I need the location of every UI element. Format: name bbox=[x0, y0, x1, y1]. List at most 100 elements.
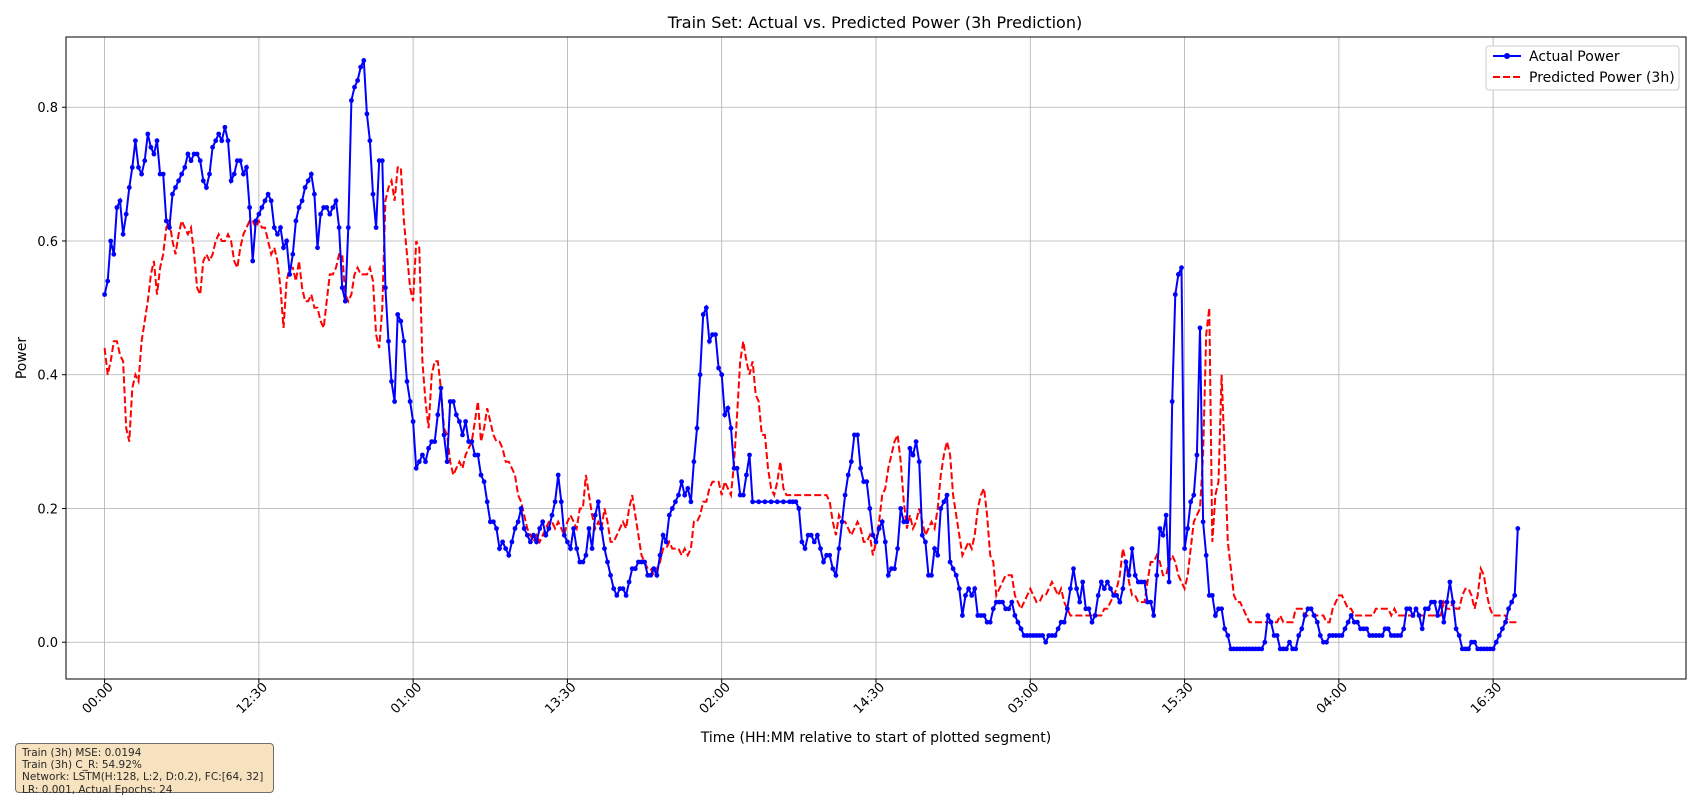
data-point-actual-power bbox=[315, 245, 320, 251]
data-point-actual-power bbox=[1009, 599, 1015, 605]
data-point-actual-power bbox=[108, 238, 114, 244]
data-point-actual-power bbox=[364, 111, 370, 117]
data-point-actual-power bbox=[1080, 579, 1086, 585]
data-point-actual-power bbox=[842, 492, 848, 498]
data-point-actual-power bbox=[336, 225, 342, 231]
data-point-actual-power bbox=[969, 593, 975, 598]
data-point-actual-power bbox=[1225, 633, 1231, 638]
data-point-actual-power bbox=[1209, 593, 1215, 598]
data-point-actual-power bbox=[518, 506, 524, 511]
data-point-actual-power bbox=[1432, 599, 1437, 605]
data-point-actual-power bbox=[278, 225, 283, 231]
data-point-actual-power bbox=[259, 205, 265, 210]
data-point-actual-power bbox=[534, 539, 539, 545]
data-point-actual-power bbox=[833, 572, 839, 578]
data-point-actual-power bbox=[1213, 613, 1218, 618]
data-point-actual-power bbox=[426, 445, 431, 451]
data-point-actual-power bbox=[432, 439, 438, 444]
legend-box bbox=[1485, 45, 1680, 91]
data-point-actual-power bbox=[632, 566, 638, 572]
data-point-actual-power bbox=[494, 526, 499, 531]
legend-label-actual-power: Actual Power bbox=[1529, 49, 1620, 65]
data-point-actual-power bbox=[781, 499, 786, 505]
data-point-actual-power bbox=[762, 499, 768, 505]
data-point-actual-power bbox=[170, 191, 175, 197]
x-axis-label: Time (HH:MM relative to start of plotted… bbox=[700, 730, 1051, 746]
data-point-actual-power bbox=[1105, 579, 1110, 585]
data-point-actual-power bbox=[275, 231, 280, 237]
data-point-actual-power bbox=[284, 238, 289, 244]
data-point-actual-power bbox=[1120, 586, 1126, 592]
data-point-actual-power bbox=[1203, 552, 1209, 558]
data-point-actual-power bbox=[265, 191, 271, 197]
data-point-actual-power bbox=[105, 278, 111, 284]
stats-network: Network: LSTM(H:128, L:2, D:0.2), FC:[64… bbox=[22, 771, 264, 784]
data-point-actual-power bbox=[163, 218, 169, 224]
data-point-actual-power bbox=[923, 539, 928, 545]
data-point-actual-power bbox=[605, 559, 610, 565]
data-point-actual-power bbox=[216, 131, 222, 137]
data-point-actual-power bbox=[666, 512, 672, 518]
data-point-actual-power bbox=[1108, 586, 1113, 592]
y-tick-label: 0.6 bbox=[37, 235, 58, 250]
data-point-actual-power bbox=[327, 211, 333, 217]
data-point-actual-power bbox=[1342, 626, 1348, 632]
data-point-actual-power bbox=[531, 532, 536, 538]
data-point-actual-power bbox=[330, 205, 336, 210]
data-point-actual-power bbox=[685, 486, 691, 491]
data-point-actual-power bbox=[611, 586, 617, 592]
data-point-actual-power bbox=[744, 472, 749, 478]
data-point-actual-power bbox=[574, 546, 580, 551]
data-point-actual-power bbox=[515, 519, 521, 525]
data-point-actual-power bbox=[521, 526, 527, 531]
data-point-actual-power bbox=[1040, 633, 1045, 638]
data-point-actual-power bbox=[885, 572, 891, 578]
data-point-actual-power bbox=[373, 225, 379, 231]
data-point-actual-power bbox=[250, 258, 256, 264]
data-point-actual-power bbox=[1453, 626, 1459, 632]
data-point-actual-power bbox=[552, 499, 558, 505]
data-point-actual-power bbox=[450, 399, 456, 404]
data-point-actual-power bbox=[1142, 579, 1147, 585]
data-point-actual-power bbox=[1398, 633, 1403, 638]
data-point-actual-power bbox=[271, 225, 277, 231]
data-point-actual-power bbox=[1379, 633, 1385, 638]
data-point-actual-power bbox=[407, 399, 413, 404]
data-point-actual-power bbox=[682, 492, 688, 498]
data-point-actual-power bbox=[895, 546, 900, 551]
legend: Actual Power Predicted Power (3h) bbox=[1485, 45, 1680, 91]
data-point-actual-power bbox=[1324, 639, 1329, 645]
data-point-actual-power bbox=[882, 539, 888, 545]
data-point-actual-power bbox=[722, 412, 728, 418]
data-point-actual-power bbox=[1441, 619, 1447, 625]
data-point-actual-power bbox=[845, 472, 851, 478]
data-point-actual-power bbox=[879, 519, 885, 525]
data-point-actual-power bbox=[614, 593, 620, 598]
data-point-actual-power bbox=[642, 559, 647, 565]
data-point-actual-power bbox=[1472, 639, 1477, 645]
data-point-actual-power bbox=[1055, 626, 1061, 632]
data-point-actual-power bbox=[225, 138, 231, 144]
data-point-actual-power bbox=[333, 198, 339, 204]
x-tick-label: 00:00 bbox=[80, 680, 117, 717]
data-point-actual-power bbox=[416, 459, 422, 465]
data-point-actual-power bbox=[1197, 325, 1203, 331]
data-point-actual-power bbox=[503, 546, 509, 551]
data-point-actual-power bbox=[475, 452, 481, 458]
data-point-actual-power bbox=[287, 272, 293, 277]
data-point-actual-power bbox=[1311, 613, 1317, 618]
data-point-actual-power bbox=[1000, 599, 1005, 605]
data-point-actual-power bbox=[491, 519, 496, 525]
stats-cr: Train (3h) C_R: 54.92% bbox=[22, 759, 142, 772]
data-point-actual-power bbox=[1274, 633, 1280, 638]
data-point-actual-power bbox=[231, 171, 237, 177]
data-point-actual-power bbox=[126, 185, 132, 190]
data-point-actual-power bbox=[339, 285, 345, 291]
data-point-actual-power bbox=[728, 425, 734, 431]
data-point-actual-power bbox=[549, 512, 555, 518]
data-point-actual-power bbox=[713, 332, 718, 337]
data-point-actual-power bbox=[592, 512, 598, 518]
data-point-actual-power bbox=[1314, 619, 1320, 625]
data-point-actual-power bbox=[383, 285, 388, 291]
data-point-actual-power bbox=[1317, 633, 1323, 638]
